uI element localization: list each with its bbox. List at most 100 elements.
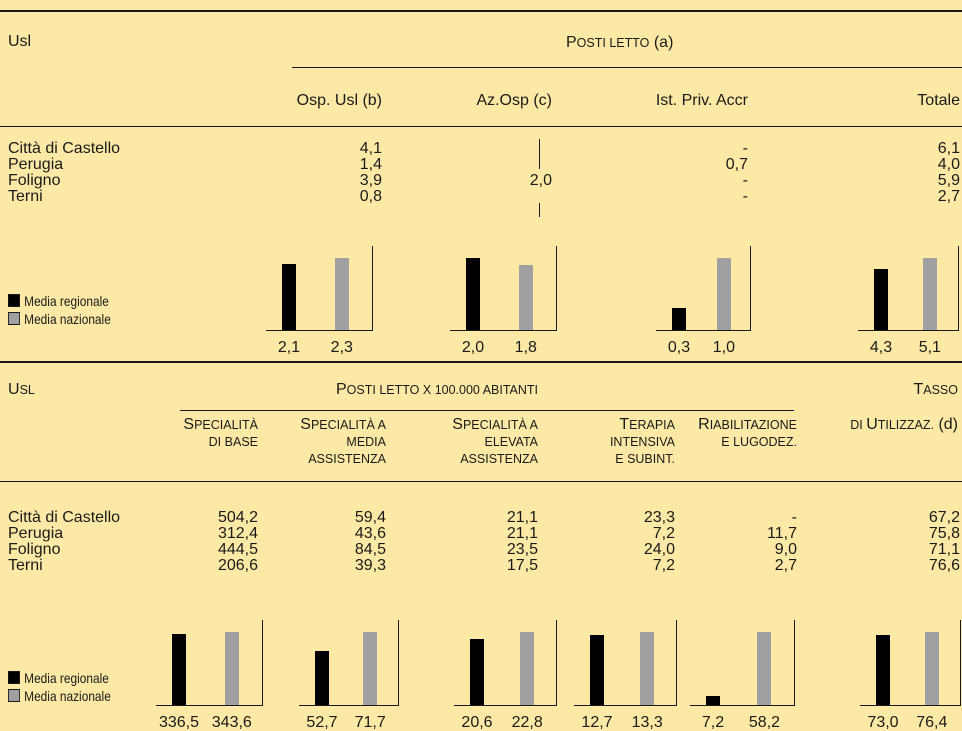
chart-axis-x xyxy=(858,330,959,331)
group-underline xyxy=(292,67,962,68)
cell-osp: 1,4 xyxy=(359,156,382,173)
chart-axis-x xyxy=(299,705,399,706)
chart-axis-y xyxy=(960,620,961,706)
cell-osp: 0,8 xyxy=(359,188,382,205)
bar-value-label: 2,0 xyxy=(461,339,485,356)
az-osp-bracket-upper xyxy=(539,139,540,169)
bar-value-label: 12,7 xyxy=(581,714,613,731)
bottom-col-header: Specialità a elevata assistenza xyxy=(388,416,538,468)
bar-regional xyxy=(466,258,480,330)
bottom-col-header-line: intensiva xyxy=(609,435,675,449)
bar-national xyxy=(518,265,533,330)
bar-regional xyxy=(672,308,686,330)
bar-value-label: 22,8 xyxy=(511,714,543,731)
chart-axis-y xyxy=(398,620,399,706)
bottom-col-header-line: assistenza xyxy=(460,452,538,466)
cell-value: 17,5 xyxy=(506,557,538,574)
cell-tot: 2,7 xyxy=(937,188,960,205)
chart-axis-y xyxy=(794,620,795,706)
cell-tot: 4,0 xyxy=(937,156,960,173)
cell-value: 67,2 xyxy=(928,509,960,526)
bottom-col-header: Specialità di base xyxy=(108,416,258,468)
cell-value: 59,4 xyxy=(354,509,386,526)
cell-value: 23,3 xyxy=(643,509,675,526)
bar-regional xyxy=(282,264,296,330)
bottom-col-header-line xyxy=(647,451,797,468)
bar-national xyxy=(363,632,378,705)
posti-100k-title: Posti letto x 100.000 abitanti xyxy=(336,381,539,398)
bar-national xyxy=(520,632,535,705)
row-name: Perugia xyxy=(8,525,64,542)
bar-value-label: 7,2 xyxy=(701,714,725,731)
bar-regional xyxy=(706,695,720,705)
row-name: Perugia xyxy=(8,156,64,173)
cell-value: 21,1 xyxy=(506,509,538,526)
chart-axis-y xyxy=(750,246,751,331)
top-rule xyxy=(0,10,962,12)
cell-value: 23,5 xyxy=(506,541,538,558)
cell-value: 504,2 xyxy=(217,509,258,526)
row-name: Città di Castello xyxy=(8,140,121,157)
cell-value: 11,7 xyxy=(767,525,797,542)
cell-osp: 4,1 xyxy=(359,140,382,157)
row-name: Foligno xyxy=(8,172,61,189)
row-name: Terni xyxy=(8,188,43,205)
cell-value: 7,2 xyxy=(652,557,675,574)
bar-national xyxy=(640,632,655,705)
cell-value: 84,5 xyxy=(354,541,386,558)
header-rule xyxy=(0,126,962,127)
bar-regional xyxy=(590,635,604,705)
bar-value-label: 5,1 xyxy=(918,339,941,356)
legend-regional-bottom: Media regionale xyxy=(8,670,109,686)
chart-axis-x xyxy=(156,705,263,706)
national-swatch xyxy=(8,689,20,702)
row-name: Foligno xyxy=(8,541,61,558)
legend-regional: Media regionale xyxy=(8,293,109,309)
bottom-col-header: Specialità a media assistenza xyxy=(236,416,386,468)
bar-value-label: 58,2 xyxy=(748,714,781,731)
chart-axis-y xyxy=(676,620,677,706)
bar-value-label: 1,8 xyxy=(514,339,537,356)
bar-value-label: 76,4 xyxy=(916,714,948,731)
cell-value: 43,6 xyxy=(354,525,386,542)
cell-value: 444,5 xyxy=(217,541,258,558)
bottom-col-header-line: media xyxy=(346,435,386,449)
col-totale: Totale xyxy=(917,92,960,109)
chart-axis-x xyxy=(450,330,557,331)
bar-national xyxy=(922,258,937,330)
cell-value: 9,0 xyxy=(774,541,797,558)
col-ist-priv: Ist. Priv. Accr xyxy=(655,92,748,109)
bar-value-label: 2,3 xyxy=(330,339,353,356)
bottom-header-rule xyxy=(0,481,962,482)
cell-ist: - xyxy=(742,172,748,189)
bar-regional xyxy=(172,633,186,705)
cell-az: 2,0 xyxy=(529,172,552,189)
bottom-col-header-line: elevata xyxy=(484,435,539,449)
cell-value: 312,4 xyxy=(217,525,258,542)
cell-value: 2,7 xyxy=(774,557,797,574)
bar-value-label: 2,1 xyxy=(277,339,301,356)
posti-letto-title: Posti letto (a) xyxy=(566,34,674,51)
chart-axis-y xyxy=(556,620,557,706)
chart-axis-x xyxy=(574,705,677,706)
bottom-col-header-line: Terapia xyxy=(619,416,675,433)
bottom-col-header-line: assistenza xyxy=(308,452,386,466)
bottom-col-header-line: e subint. xyxy=(615,452,675,466)
bar-value-label: 73,0 xyxy=(867,714,899,731)
regional-swatch xyxy=(8,294,20,307)
cell-value: 75,8 xyxy=(928,525,960,542)
cell-ist: 0,7 xyxy=(725,156,748,173)
cell-osp: 3,9 xyxy=(359,172,382,189)
cell-value: 76,6 xyxy=(928,557,960,574)
chart-axis-x xyxy=(860,705,961,706)
bar-regional xyxy=(874,269,888,330)
chart-axis-y xyxy=(372,246,373,331)
bar-national xyxy=(224,632,239,705)
chart-axis-x xyxy=(690,705,795,706)
bar-regional xyxy=(470,639,484,705)
cell-value: - xyxy=(791,509,797,526)
bottom-col-header-line: Specialità a xyxy=(300,416,386,433)
mid-rule xyxy=(0,361,962,363)
national-swatch xyxy=(8,312,20,325)
az-osp-bracket-lower xyxy=(539,203,540,217)
